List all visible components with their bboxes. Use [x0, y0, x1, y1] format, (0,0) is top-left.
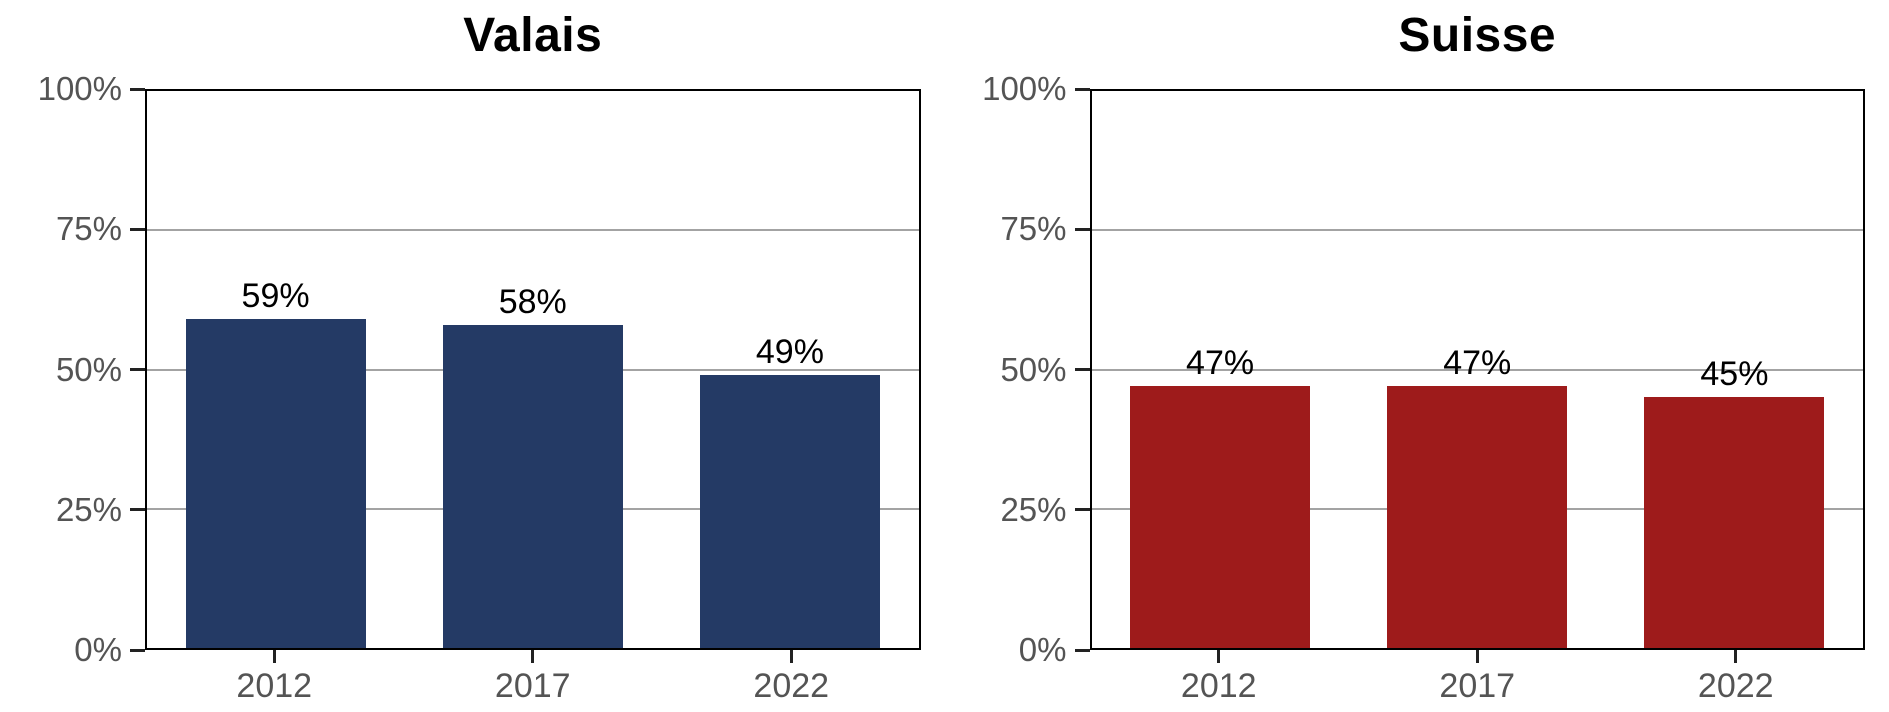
y-tick-mark: [1074, 227, 1090, 231]
bar-value-label: 45%: [1700, 355, 1769, 394]
x-axis-row: 2012 2017 2022: [945, 650, 1889, 712]
y-tick-label: 100%: [982, 70, 1067, 107]
x-tick-label: 2017: [494, 667, 571, 705]
x-axis: 2012 2017 2022: [1090, 650, 1866, 712]
x-tick-2022: 2022: [662, 650, 921, 712]
x-tick-label: 2012: [236, 667, 313, 705]
bar: [699, 375, 880, 648]
bar: [1387, 386, 1568, 648]
x-tick-label: 2022: [753, 667, 830, 705]
bar: [185, 319, 366, 648]
bar-group-2012: 59%: [147, 91, 404, 648]
x-tick-2022: 2022: [1607, 650, 1866, 712]
x-tick-2017: 2017: [1348, 650, 1607, 712]
gridline: [1091, 229, 1863, 232]
chart-body: 100% 75% 50% 25% 0% 47% 47% 45%: [945, 70, 1889, 668]
y-tick-mark: [1074, 508, 1090, 512]
y-tick-label: 0%: [1018, 631, 1067, 668]
bars: 59% 58% 49%: [147, 91, 919, 648]
x-axis-pad: [1865, 650, 1889, 712]
bar-group-2022: 49%: [661, 91, 918, 648]
chart-valais: Valais 100% 75% 50% 25% 0% 59% 58% 49% 2012 201…: [0, 0, 945, 712]
x-tick-mark: [789, 650, 793, 663]
gridline: [1091, 368, 1863, 371]
x-axis-pad: [921, 650, 945, 712]
y-tick: 0%: [1019, 631, 1090, 669]
y-tick-mark: [1074, 648, 1090, 652]
y-tick-label: 75%: [55, 210, 122, 248]
bar-group-2017: 58%: [404, 91, 661, 648]
bar-value-label: 47%: [1443, 344, 1512, 383]
y-tick-mark: [130, 227, 145, 231]
x-tick-mark: [1475, 650, 1479, 663]
y-tick-mark: [130, 368, 145, 371]
bar: [1130, 386, 1311, 648]
y-tick-label: 25%: [1000, 490, 1067, 528]
x-tick-label: 2022: [1697, 667, 1774, 705]
chart-body: 100% 75% 50% 25% 0% 59% 58% 49%: [0, 70, 945, 668]
x-tick-mark: [1734, 650, 1738, 663]
y-tick: 50%: [1000, 350, 1090, 389]
x-tick-mark: [1217, 650, 1221, 663]
y-tick: 0%: [74, 631, 145, 669]
y-tick: 100%: [982, 70, 1090, 108]
bar-value-label: 49%: [755, 333, 824, 372]
bar: [442, 324, 623, 648]
gridline: [147, 229, 919, 232]
y-tick: 75%: [56, 210, 145, 248]
bars: 47% 47% 45%: [1092, 91, 1864, 648]
y-axis: 100% 75% 50% 25% 0%: [0, 70, 145, 668]
y-axis: 100% 75% 50% 25% 0%: [945, 70, 1090, 668]
y-tick-label: 50%: [1000, 350, 1067, 388]
x-tick-2017: 2017: [404, 650, 663, 712]
bar-group-2017: 47%: [1349, 91, 1606, 648]
y-tick-label: 0%: [74, 631, 122, 668]
x-tick-mark: [272, 650, 276, 663]
title-row: Valais: [0, 0, 945, 89]
y-tick: 25%: [56, 491, 145, 529]
x-tick-2012: 2012: [1090, 650, 1349, 712]
plot-area: 59% 58% 49%: [145, 89, 921, 650]
chart-title-suisse: Suisse: [1398, 9, 1557, 62]
y-tick-label: 100%: [37, 70, 122, 107]
bar-group-2022: 45%: [1606, 91, 1863, 648]
y-tick-mark: [1074, 368, 1090, 371]
x-tick-label: 2012: [1180, 667, 1257, 705]
chart-title-valais: Valais: [463, 9, 603, 62]
bar-value-label: 58%: [498, 282, 567, 321]
x-axis-row: 2012 2017 2022: [0, 650, 945, 712]
plot-area: 47% 47% 45%: [1089, 89, 1865, 650]
y-tick: 100%: [38, 70, 145, 108]
bar-value-label: 59%: [241, 277, 310, 316]
y-tick: 50%: [56, 351, 145, 389]
x-tick-2012: 2012: [145, 650, 404, 712]
y-tick-mark: [1074, 87, 1090, 91]
y-tick-label: 50%: [55, 350, 122, 388]
bar: [1644, 397, 1825, 648]
bar-group-2012: 47%: [1092, 91, 1349, 648]
title-row: Suisse: [945, 0, 1889, 89]
x-axis: 2012 2017 2022: [145, 650, 921, 712]
chart-suisse: Suisse 100% 75% 50% 25% 0% 47% 47% 45% 2012 201…: [945, 0, 1889, 712]
x-tick-mark: [531, 650, 535, 663]
y-tick: 75%: [1000, 210, 1090, 248]
y-tick-mark: [130, 648, 145, 652]
y-tick-mark: [130, 87, 145, 91]
y-tick: 25%: [1000, 490, 1090, 529]
y-tick-mark: [130, 508, 145, 512]
y-tick-label: 25%: [55, 490, 122, 528]
bar-value-label: 47%: [1186, 344, 1255, 383]
y-tick-label: 75%: [1000, 210, 1067, 248]
x-tick-label: 2017: [1439, 667, 1516, 705]
